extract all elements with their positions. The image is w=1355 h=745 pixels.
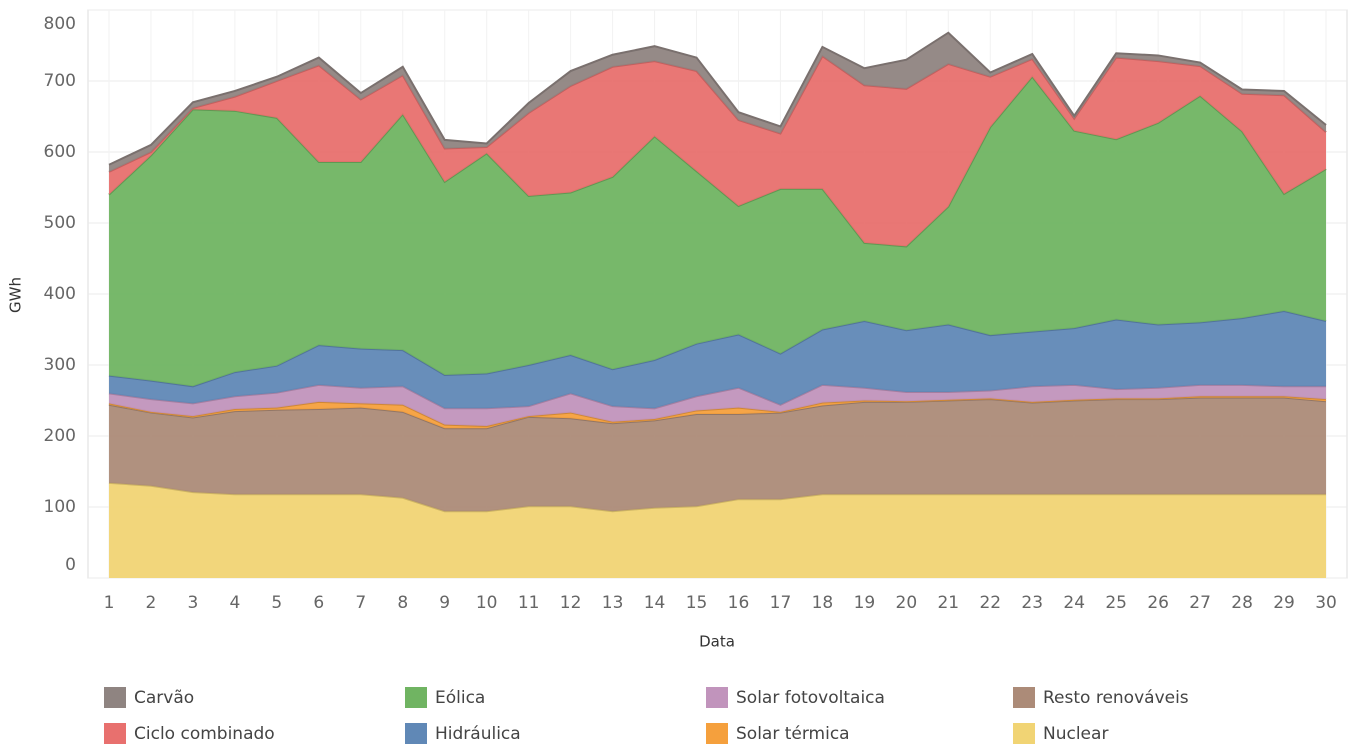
- y-tick-label: 700: [44, 71, 76, 91]
- area: [108, 396, 1327, 429]
- legend-swatch: [706, 687, 728, 708]
- x-tick-label: 6: [313, 593, 324, 613]
- x-tick-label: 14: [644, 593, 666, 613]
- x-tick-label: 21: [937, 593, 959, 613]
- x-tick-label: 30: [1315, 593, 1337, 613]
- x-tick-label: 29: [1273, 593, 1295, 613]
- x-tick-label: 16: [728, 593, 750, 613]
- y-tick-label: 500: [44, 213, 76, 233]
- area: [108, 397, 1327, 512]
- legend-swatch: [405, 687, 427, 708]
- area: [108, 56, 1327, 247]
- x-tick-label: 22: [979, 593, 1001, 613]
- x-tick-label: 2: [146, 593, 157, 613]
- x-tick-label: 4: [229, 593, 240, 613]
- x-tick-label: 23: [1021, 593, 1043, 613]
- legend-text: Solar fotovoltaica: [736, 688, 885, 708]
- legend-swatch: [1013, 687, 1035, 708]
- area: [108, 482, 1327, 578]
- area-edge: [108, 310, 1327, 388]
- area: [108, 311, 1327, 409]
- area: [108, 76, 1327, 387]
- x-axis-title: Data: [699, 633, 735, 651]
- legend-swatch: [1013, 723, 1035, 744]
- y-tick-label: 600: [44, 142, 76, 162]
- area-edge: [108, 31, 1327, 166]
- legend-text: Resto renováveis: [1043, 688, 1189, 708]
- legend-swatch: [706, 723, 728, 744]
- x-tick-label: 20: [896, 593, 918, 613]
- y-tick-label: 800: [44, 14, 76, 34]
- y-tick-label: 300: [44, 355, 76, 375]
- y-tick-label: 0: [65, 555, 76, 575]
- x-tick-label: 12: [560, 593, 582, 613]
- legend-text: Solar térmica: [736, 724, 850, 744]
- x-tick-label: 15: [686, 593, 708, 613]
- x-tick-label: 25: [1105, 593, 1127, 613]
- x-tick-label: 8: [397, 593, 408, 613]
- legend-swatch: [104, 723, 126, 744]
- x-tick-label: 1: [104, 593, 115, 613]
- x-tick-label: 9: [439, 593, 450, 613]
- x-tick-label: 13: [602, 593, 624, 613]
- x-tick-label: 3: [188, 593, 199, 613]
- x-tick-label: 28: [1231, 593, 1253, 613]
- x-tick-label: 19: [854, 593, 876, 613]
- x-tick-label: 7: [355, 593, 366, 613]
- x-tick-label: 18: [812, 593, 834, 613]
- legend-text: Ciclo combinado: [134, 724, 275, 744]
- x-tick-label: 26: [1147, 593, 1169, 613]
- area: [108, 384, 1327, 427]
- legend-text: Carvão: [134, 688, 194, 708]
- legend-swatch: [405, 723, 427, 744]
- legend-text: Nuclear: [1043, 724, 1108, 744]
- x-tick-label: 24: [1063, 593, 1085, 613]
- legend-text: Eólica: [435, 688, 485, 708]
- x-tick-label: 17: [770, 593, 792, 613]
- x-tick-label: 10: [476, 593, 498, 613]
- x-tick-label: 27: [1189, 593, 1211, 613]
- x-tick-label: 5: [271, 593, 282, 613]
- y-tick-label: 400: [44, 284, 76, 304]
- y-tick-label: 200: [44, 426, 76, 446]
- legend-text: Hidráulica: [435, 724, 521, 744]
- legend-swatch: [104, 687, 126, 708]
- y-tick-label: 100: [44, 497, 76, 517]
- y-axis-title: GWh: [7, 277, 25, 313]
- x-tick-label: 11: [518, 593, 540, 613]
